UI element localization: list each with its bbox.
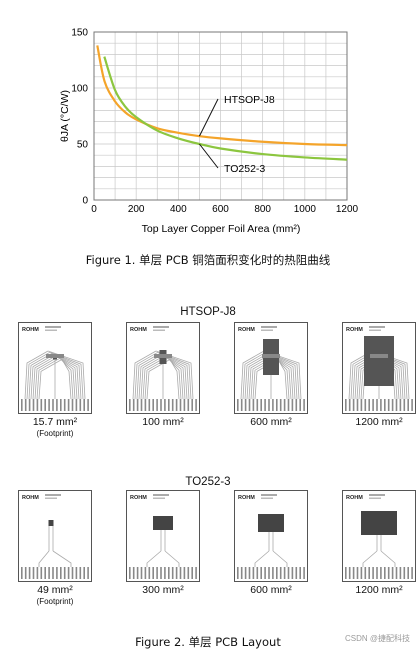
pcb-drawing: ROHM — [129, 326, 197, 411]
pcb-drawing: ROHM — [21, 494, 89, 579]
pcb-drawing: ROHM — [129, 494, 197, 579]
y-tick-label: 0 — [82, 196, 88, 207]
watermark: CSDN @捷配科技 — [344, 634, 410, 643]
copper-area-value: 49 mm² — [37, 584, 73, 596]
svg-text:ROHM: ROHM — [22, 495, 39, 501]
pcb-drawing: ROHM — [345, 494, 413, 579]
figure-1-caption: Figure 1. 单层 PCB 铜箔面积变化时的热阻曲线 — [85, 253, 331, 267]
pcb-layout-board: ROHM — [126, 322, 200, 414]
copper-area-label: 300 mm² — [118, 585, 208, 596]
svg-text:ROHM: ROHM — [238, 327, 255, 333]
svg-text:ROHM: ROHM — [346, 327, 363, 333]
footprint-note: (Footprint) — [36, 429, 74, 438]
x-tick-label: 0 — [91, 204, 97, 215]
footprint-note: (Footprint) — [36, 597, 74, 606]
y-axis-label: θJA (°C/W) — [59, 90, 71, 142]
copper-area-label: 100 mm² — [118, 417, 208, 428]
pcb-layout-board: ROHM — [342, 322, 416, 414]
x-tick-labels: 0 200 400 600 800 1000 1200 — [91, 204, 358, 215]
svg-text:ROHM: ROHM — [346, 495, 363, 501]
series-line-htsop-j8 — [96, 45, 348, 147]
pcb-drawing: ROHM — [345, 326, 413, 411]
chart-axes — [93, 31, 348, 201]
series-label: TO252-3 — [224, 163, 265, 175]
copper-area-value: 300 mm² — [142, 584, 184, 596]
copper-area-value: 100 mm² — [142, 416, 184, 428]
pcb-layout-board: ROHM — [18, 490, 92, 582]
x-tick-label: 200 — [128, 204, 145, 215]
y-tick-label: 100 — [71, 84, 88, 95]
y-tick-label: 150 — [71, 28, 88, 39]
pcb-layout-board: ROHM — [234, 322, 308, 414]
copper-area-label: 49 mm² (Footprint) — [10, 585, 100, 607]
x-tick-label: 400 — [170, 204, 187, 215]
chart-series — [96, 45, 348, 161]
copper-area-label: 600 mm² — [226, 417, 316, 428]
copper-area-value: 600 mm² — [250, 584, 292, 596]
x-tick-label: 800 — [254, 204, 271, 215]
plot-frame — [93, 31, 348, 201]
y-tick-labels: 0 50 100 150 — [71, 28, 88, 207]
series-label: HTSOP-J8 — [224, 94, 275, 106]
copper-area-value: 1200 mm² — [355, 584, 403, 596]
leader-line — [199, 143, 219, 169]
x-tick-label: 600 — [212, 204, 229, 215]
figure-2-caption: Figure 2. 单层 PCB Layout — [135, 635, 281, 649]
x-axis-label: Top Layer Copper Foil Area (mm²) — [142, 223, 301, 235]
htsop-section-title: HTSOP-J8 — [180, 306, 236, 318]
svg-text:ROHM: ROHM — [238, 495, 255, 501]
copper-area-label: 15.7 mm² (Footprint) — [10, 417, 100, 439]
series-line-to252-3 — [103, 56, 348, 161]
pcb-drawing: ROHM — [21, 326, 89, 411]
pcb-layout-board: ROHM — [18, 322, 92, 414]
x-tick-label: 1000 — [294, 204, 317, 215]
pcb-layout-board: ROHM — [234, 490, 308, 582]
pcb-drawing: ROHM — [237, 326, 305, 411]
svg-text:ROHM: ROHM — [130, 495, 147, 501]
copper-area-value: 15.7 mm² — [32, 416, 78, 428]
thermal-resistance-chart: 0 200 400 600 800 1000 1200 0 50 100 150 HTSOP-J8… — [59, 28, 359, 236]
svg-text:ROHM: ROHM — [22, 327, 39, 333]
pcb-layout-board: ROHM — [126, 490, 200, 582]
pcb-layout-board: ROHM — [342, 490, 416, 582]
to252-section-title: TO252-3 — [185, 476, 231, 488]
y-tick-label: 50 — [77, 140, 89, 151]
chart-legend: HTSOP-J8 TO252-3 — [198, 94, 275, 175]
copper-area-label: 600 mm² — [226, 585, 316, 596]
copper-area-label: 1200 mm² — [334, 585, 416, 596]
copper-area-value: 600 mm² — [250, 416, 292, 428]
x-tick-label: 1200 — [336, 204, 359, 215]
svg-text:ROHM: ROHM — [130, 327, 147, 333]
copper-area-label: 1200 mm² — [334, 417, 416, 428]
pcb-drawing: ROHM — [237, 494, 305, 579]
leader-line — [198, 98, 219, 137]
copper-area-value: 1200 mm² — [355, 416, 403, 428]
